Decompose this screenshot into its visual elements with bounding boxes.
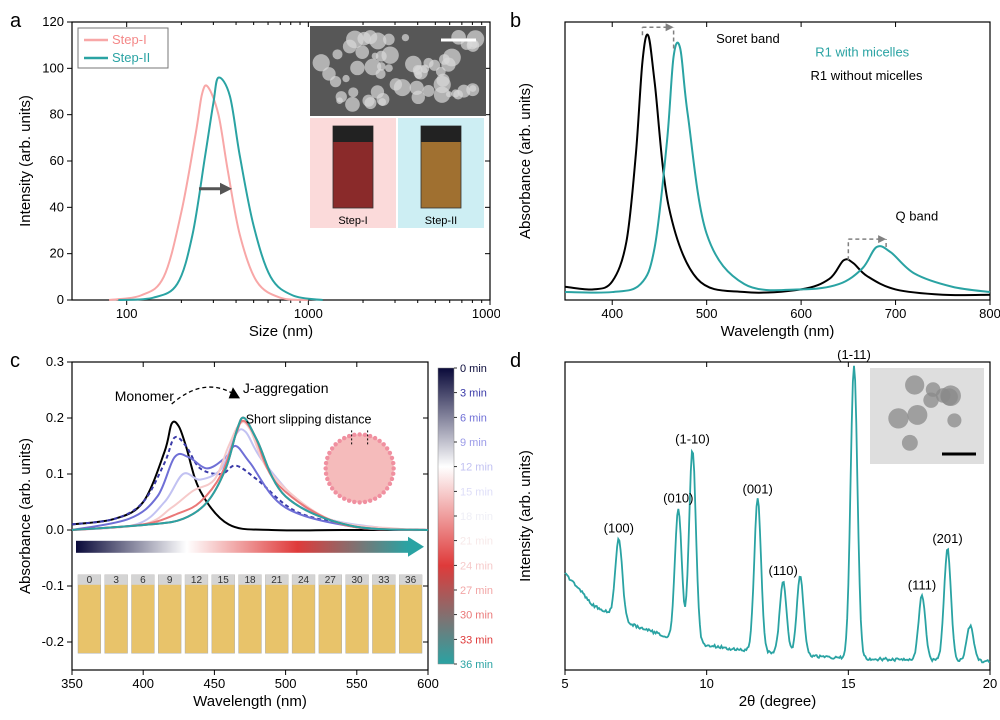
- svg-text:1000: 1000: [294, 306, 323, 321]
- svg-text:27 min: 27 min: [460, 585, 493, 597]
- svg-text:21 min: 21 min: [460, 536, 493, 548]
- panel-c: c -0.2-0.10.00.10.20.3350400450500550600…: [10, 350, 500, 710]
- svg-text:80: 80: [50, 107, 64, 122]
- svg-text:Monomer: Monomer: [115, 388, 174, 404]
- panel-d-label: d: [510, 350, 521, 373]
- svg-text:500: 500: [696, 306, 718, 321]
- panel-d-chart: 5 10 15 20 2θ (degree) Intensity (arb. units)…: [510, 350, 1000, 710]
- svg-text:12: 12: [191, 575, 203, 586]
- svg-text:Step-II: Step-II: [425, 215, 457, 227]
- svg-text:Step-II: Step-II: [112, 50, 150, 65]
- svg-text:Intensity (arb. units): Intensity (arb. units): [517, 450, 534, 582]
- svg-text:100: 100: [42, 60, 64, 75]
- panel-c-label: c: [10, 350, 20, 373]
- svg-text:Short slipping distance: Short slipping distance: [246, 413, 372, 427]
- svg-text:24: 24: [298, 575, 310, 586]
- svg-text:350: 350: [61, 676, 83, 691]
- svg-text:450: 450: [204, 676, 226, 691]
- svg-text:Wavelength (nm): Wavelength (nm): [193, 693, 307, 710]
- svg-text:9 min: 9 min: [460, 437, 487, 449]
- svg-text:0.2: 0.2: [46, 410, 64, 425]
- svg-text:0 min: 0 min: [460, 363, 487, 375]
- panel-b-label: b: [510, 10, 521, 33]
- svg-text:600: 600: [790, 306, 812, 321]
- svg-text:(010): (010): [663, 491, 693, 506]
- svg-text:24 min: 24 min: [460, 560, 493, 572]
- svg-text:10000: 10000: [472, 306, 500, 321]
- svg-text:36 min: 36 min: [460, 659, 493, 671]
- svg-text:0.0: 0.0: [46, 522, 64, 537]
- panel-a: a 0 20 40 60 80 100 120 100 1000 10000 Size (nm) In…: [10, 10, 500, 340]
- svg-text:600: 600: [417, 676, 439, 691]
- svg-text:-0.1: -0.1: [42, 578, 64, 593]
- svg-text:R1 with micelles: R1 with micelles: [815, 44, 909, 59]
- svg-text:0: 0: [87, 575, 93, 586]
- svg-text:Q band: Q band: [896, 209, 939, 224]
- panel-d: d 5 10 15 20 2θ (degree) Intensity (arb. unit…: [510, 350, 1000, 710]
- svg-text:27: 27: [325, 575, 337, 586]
- svg-text:3: 3: [113, 575, 119, 586]
- svg-text:0.1: 0.1: [46, 466, 64, 481]
- svg-text:2θ (degree): 2θ (degree): [739, 693, 817, 710]
- svg-text:18 min: 18 min: [460, 511, 493, 523]
- svg-text:Soret band: Soret band: [716, 31, 780, 46]
- svg-text:12 min: 12 min: [460, 462, 493, 474]
- svg-text:Wavelength (nm): Wavelength (nm): [721, 323, 835, 340]
- svg-text:550: 550: [346, 676, 368, 691]
- svg-text:10: 10: [699, 676, 713, 691]
- svg-text:30 min: 30 min: [460, 610, 493, 622]
- panel-b-chart: 400 500 600 700 800 Wavelength (nm) Absorbance…: [510, 10, 1000, 340]
- svg-text:500: 500: [275, 676, 297, 691]
- svg-text:Absorbance (arb. units): Absorbance (arb. units): [17, 438, 34, 594]
- svg-text:(100): (100): [604, 521, 634, 536]
- panel-b: b 400 500 600 700 800 Wavelength (nm) Absorban…: [510, 10, 1000, 340]
- figure-grid: a 020406080100120100100010000Size (nm)In…: [10, 10, 990, 710]
- svg-text:33 min: 33 min: [460, 634, 493, 646]
- svg-text:R1 without micelles: R1 without micelles: [811, 68, 923, 83]
- svg-text:Size (nm): Size (nm): [249, 323, 313, 340]
- svg-text:(1-11): (1-11): [837, 350, 871, 362]
- svg-text:30: 30: [352, 575, 364, 586]
- svg-text:15 min: 15 min: [460, 486, 493, 498]
- svg-text:Step-I: Step-I: [338, 215, 367, 227]
- svg-text:Absorbance (arb. units): Absorbance (arb. units): [517, 83, 534, 239]
- svg-text:120: 120: [42, 14, 64, 29]
- svg-text:400: 400: [601, 306, 623, 321]
- svg-text:6 min: 6 min: [460, 412, 487, 424]
- svg-text:(1-10): (1-10): [675, 431, 710, 446]
- svg-text:60: 60: [50, 153, 64, 168]
- svg-text:40: 40: [50, 199, 64, 214]
- svg-text:21: 21: [271, 575, 283, 586]
- svg-text:20: 20: [50, 246, 64, 261]
- svg-text:Step-I: Step-I: [112, 32, 147, 47]
- svg-text:(111): (111): [908, 577, 936, 592]
- svg-text:15: 15: [218, 575, 230, 586]
- svg-text:36: 36: [405, 575, 417, 586]
- svg-text:9: 9: [167, 575, 173, 586]
- svg-text:400: 400: [132, 676, 154, 691]
- svg-text:(110): (110): [768, 563, 797, 578]
- panel-a-label: a: [10, 10, 21, 33]
- svg-text:0: 0: [57, 292, 64, 307]
- svg-text:800: 800: [979, 306, 1000, 321]
- svg-text:18: 18: [244, 575, 256, 586]
- svg-text:6: 6: [140, 575, 146, 586]
- panel-a-chart: 0 20 40 60 80 100 120 100 1000 10000 Size (nm) Inte…: [10, 10, 500, 340]
- svg-text:0.3: 0.3: [46, 354, 64, 369]
- panel-c-chart: -0.2 -0.1 0.0 0.1 0.2 0.3 350 400 450 500 550 600 Wa…: [10, 350, 500, 710]
- svg-text:700: 700: [885, 306, 907, 321]
- svg-text:J-aggregation: J-aggregation: [243, 380, 329, 396]
- svg-text:(001): (001): [742, 481, 772, 496]
- svg-text:33: 33: [378, 575, 390, 586]
- svg-text:3 min: 3 min: [460, 388, 487, 400]
- svg-text:5: 5: [561, 676, 568, 691]
- svg-text:-0.2: -0.2: [42, 634, 64, 649]
- svg-text:Intensity (arb. units): Intensity (arb. units): [17, 95, 34, 227]
- svg-text:(201): (201): [932, 531, 962, 546]
- svg-text:100: 100: [116, 306, 138, 321]
- svg-text:15: 15: [841, 676, 855, 691]
- svg-text:20: 20: [983, 676, 997, 691]
